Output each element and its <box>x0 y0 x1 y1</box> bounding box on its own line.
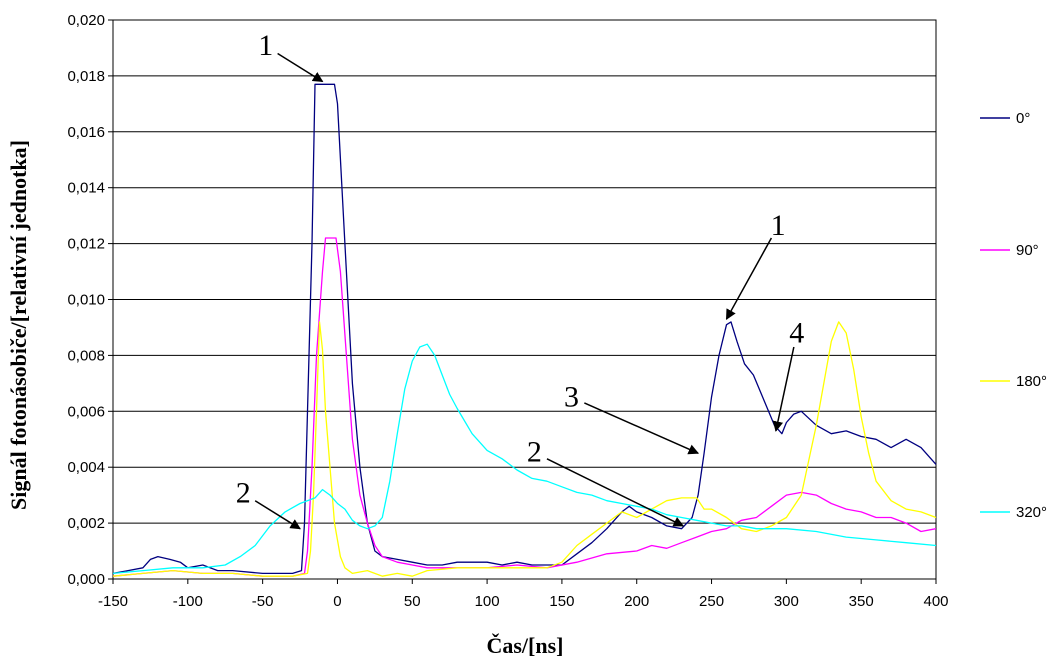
y-tick-label: 0,006 <box>67 403 105 420</box>
x-tick-label: 400 <box>923 593 948 610</box>
annotation-label: 4 <box>789 316 804 349</box>
annotation-arrow <box>546 458 685 527</box>
annotation-label: 1 <box>771 209 786 242</box>
y-axis-title: Signál fotonásobiče/[relativní jednotka] <box>6 140 31 510</box>
grid-lines <box>113 19 936 524</box>
x-axis-title: Čas/[ns] <box>486 633 563 658</box>
annotation-arrow <box>254 500 301 530</box>
series-line <box>112 343 937 575</box>
annotation-arrow <box>277 52 324 83</box>
y-tick-label: 0,020 <box>67 12 105 29</box>
x-tick-label: -50 <box>252 593 274 610</box>
annotation-label: 3 <box>564 380 579 413</box>
series-line <box>112 321 937 577</box>
legend-label: 180° <box>1016 373 1047 390</box>
annotation-label: 2 <box>236 476 251 509</box>
x-tick-label: 100 <box>475 593 500 610</box>
legend-label: 90° <box>1016 242 1039 259</box>
y-tick-label: 0,014 <box>67 180 105 197</box>
annotation-arrow <box>584 402 700 455</box>
x-tick-label: 50 <box>404 593 421 610</box>
y-tick-label: 0,000 <box>67 571 105 588</box>
series-group <box>112 83 937 577</box>
x-tick-label: -150 <box>98 593 128 610</box>
x-tick-label: 150 <box>549 593 574 610</box>
annotation-label: 1 <box>258 29 273 62</box>
y-tick-label: 0,010 <box>67 292 105 309</box>
series-line <box>112 237 937 577</box>
annotation-arrow <box>772 346 795 432</box>
x-tick-label: 0 <box>333 593 341 610</box>
y-tick-label: 0,008 <box>67 347 105 364</box>
legend: 0° 90° 180° 320° <box>980 110 1047 521</box>
y-tick-label: 0,002 <box>67 515 105 532</box>
x-tick-label: 350 <box>849 593 874 610</box>
axes <box>108 19 937 584</box>
annotation-label: 2 <box>527 436 542 469</box>
y-tick-label: 0,004 <box>67 459 105 476</box>
series-line <box>112 83 937 575</box>
plot-area-border <box>112 19 937 580</box>
legend-label: 320° <box>1016 504 1047 521</box>
annotation-arrow <box>725 237 773 320</box>
legend-label: 0° <box>1016 110 1030 127</box>
x-tick-label: 300 <box>774 593 799 610</box>
x-tick-label: 250 <box>699 593 724 610</box>
y-tick-label: 0,012 <box>67 236 105 253</box>
x-tick-label: -100 <box>173 593 203 610</box>
x-tick-label: 200 <box>624 593 649 610</box>
y-tick-label: 0,018 <box>67 68 105 85</box>
tick-labels: 0,000 0,002 0,004 0,006 0,008 0,010 0,012 0,014… <box>67 12 948 610</box>
y-tick-label: 0,016 <box>67 124 105 141</box>
